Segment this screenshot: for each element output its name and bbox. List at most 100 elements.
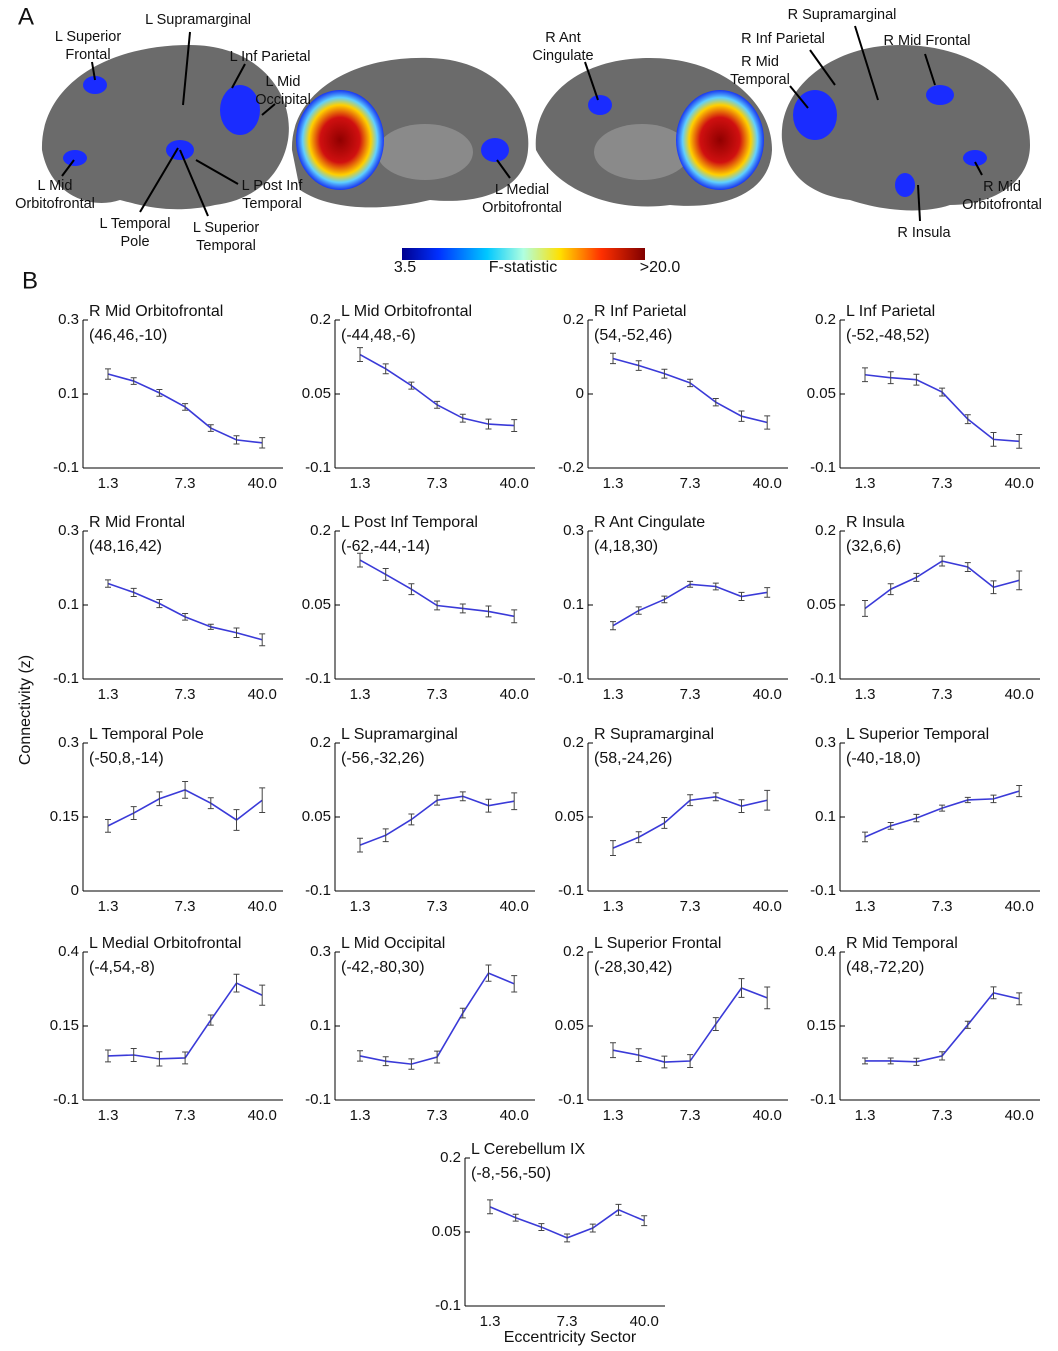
error-bar [1016,433,1023,449]
y-tick-label: 0.1 [563,596,584,613]
chart-subtitle: (32,6,6) [846,538,901,555]
colorbar-title: F-statistic [489,259,557,276]
error-bar [207,623,214,630]
region-label: L Mid [38,178,73,194]
error-bar [485,798,492,813]
error-bar [661,816,668,829]
leader-line [584,61,599,101]
leader-line [179,149,209,217]
x-tick-label: 40.0 [248,1107,277,1124]
x-tick-label: 7.3 [175,898,196,915]
chart-title: R Ant Cingulate [594,514,705,531]
error-bar [105,818,111,833]
error-bar [434,600,441,611]
leader-line [809,49,836,86]
x-tick-label: 1.3 [480,1313,501,1330]
error-bar [357,837,363,853]
error-bar [382,828,389,843]
region-label: Cingulate [532,48,593,64]
region-label: Temporal [730,72,790,88]
y-tick-label: 0.2 [563,943,584,960]
y-tick-label: 0.2 [815,522,836,539]
chart-title: R Insula [846,514,905,531]
error-bar [130,587,137,597]
y-tick-label: 0 [576,385,584,402]
error-bar [408,1058,415,1070]
error-bar [487,1199,493,1215]
y-tick-label: -0.1 [558,1091,584,1108]
x-tick-label: 40.0 [630,1313,659,1330]
error-bar [512,1213,519,1222]
x-tick-label: 40.0 [753,898,782,915]
error-bar [207,797,214,810]
error-bar [1016,785,1023,798]
error-bar [207,1014,214,1026]
leader-line [789,85,809,109]
error-bar [764,986,771,1010]
y-tick-label: 0.2 [310,311,331,328]
error-bar [635,831,642,844]
x-tick-label: 40.0 [1005,475,1034,492]
y-tick-label: -0.1 [53,670,79,687]
error-bar [939,555,946,567]
x-tick-label: 40.0 [248,898,277,915]
error-bar [459,791,466,802]
region-label: L Inf Parietal [230,49,311,65]
error-bar [485,605,492,618]
leader-line [139,147,179,213]
x-tick-label: 7.3 [427,1107,448,1124]
x-tick-label: 1.3 [350,475,371,492]
chart-subtitle: (-56,-32,26) [341,750,425,767]
y-tick-label: 0.2 [815,311,836,328]
chart-subtitle: (-42,-80,30) [341,959,425,976]
x-tick-label: 7.3 [427,686,448,703]
y-tick-label: -0.1 [305,459,331,476]
x-tick-label: 40.0 [753,686,782,703]
leader-line [182,31,191,106]
error-bar [156,1051,163,1067]
error-bar [913,373,920,386]
x-tick-label: 1.3 [603,1107,624,1124]
y-tick-label: 0.15 [50,808,79,825]
panel-letter: B [22,267,38,294]
y-tick-label: 0.3 [58,734,79,751]
chart-title: L Mid Orbitofrontal [341,303,472,320]
error-bar [259,437,266,449]
region-label: R Insula [897,225,951,241]
chart-title: L Supramarginal [341,726,458,743]
y-tick-label: 0 [71,882,79,899]
error-bar [156,389,163,397]
leader-line [91,61,96,81]
error-bar [511,419,518,432]
y-tick-label: 0.15 [50,1017,79,1034]
x-tick-label: 1.3 [350,686,371,703]
error-bar [233,809,240,831]
chart-subtitle: (48,16,42) [89,538,162,555]
leader-line [195,159,239,185]
y-tick-label: -0.1 [53,1091,79,1108]
x-tick-label: 40.0 [1005,686,1034,703]
error-bar [964,414,971,425]
error-bar [182,403,189,411]
leader-line [924,53,936,86]
error-bar [105,368,111,380]
region-label: Temporal [196,238,256,254]
data-line [612,987,768,1063]
x-tick-label: 40.0 [1005,1107,1034,1124]
error-bar [661,368,668,379]
y-tick-label: 0.2 [440,1149,461,1166]
y-tick-label: 0.3 [58,311,79,328]
y-tick-label: 0.2 [310,522,331,539]
error-bar [408,583,415,596]
x-tick-label: 40.0 [500,1107,529,1124]
error-bar [485,418,492,430]
region-label: L Superior [55,29,122,45]
region-label: Temporal [242,196,302,212]
error-bar [862,1057,868,1065]
region-label: R Mid [741,54,779,70]
y-tick-label: 0.05 [432,1223,461,1240]
x-tick-label: 40.0 [500,898,529,915]
data-line [612,357,768,424]
error-bar [738,591,745,602]
chart-title: R Supramarginal [594,726,714,743]
